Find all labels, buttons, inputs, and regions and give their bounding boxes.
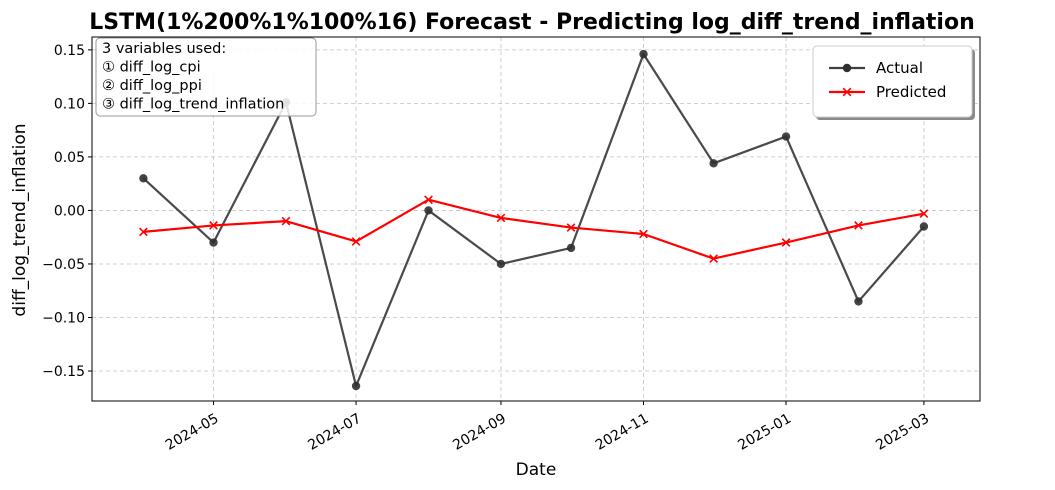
x-tick-label: 2024-07 — [305, 411, 364, 454]
legend-label: Predicted — [876, 83, 946, 101]
data-point-predicted — [281, 216, 291, 226]
data-point-actual — [424, 206, 433, 215]
legend-box — [812, 45, 973, 118]
y-tick-label: 0.15 — [54, 43, 85, 59]
data-point-actual — [496, 259, 506, 269]
series-line-predicted — [143, 198, 925, 260]
data-point-predicted — [209, 221, 218, 230]
data-point-predicted — [424, 195, 433, 205]
data-point-actual — [351, 381, 361, 391]
annotation-line: ② diff_log_ppi — [102, 78, 202, 94]
annotation-line: ① diff_log_cpi — [102, 60, 201, 76]
y-tick-label: −0.10 — [42, 310, 85, 326]
plot-frame — [91, 36, 981, 402]
data-point-actual — [709, 159, 718, 168]
annotation-line: 3 variables used: — [102, 41, 226, 57]
y-tick-label: 0.00 — [54, 203, 85, 219]
data-point-predicted — [639, 229, 648, 239]
annotation-line: ③ diff_log_trend_inflation — [102, 97, 284, 113]
data-point-actual — [854, 297, 863, 306]
data-point-predicted — [854, 221, 863, 230]
data-point-actual — [781, 132, 791, 141]
data-point-actual — [209, 238, 218, 247]
legend-item-predicted: Predicted — [829, 83, 946, 101]
y-tick-label: −0.15 — [42, 364, 85, 380]
chart-title: LSTM(1%200%1%100%16) Forecast - Predicti… — [89, 10, 975, 35]
variables-annotation: 3 variables used: ① diff_log_cpi ② diff_lo… — [95, 37, 317, 117]
data-point-predicted — [709, 254, 718, 263]
data-point-predicted — [566, 223, 576, 232]
legend-marker — [842, 63, 852, 73]
series-line-actual — [142, 53, 925, 388]
legend-item-actual: Actual — [829, 59, 923, 77]
x-tick-label: 2025-03 — [873, 411, 932, 454]
data-point-predicted — [139, 227, 148, 237]
y-tick-label: −0.05 — [42, 257, 85, 273]
legend-label: Actual — [876, 59, 923, 77]
series-predicted — [139, 195, 929, 263]
data-point-predicted — [919, 209, 929, 219]
y-tick-label: 0.05 — [54, 150, 85, 166]
x-tick-label: 2024-09 — [450, 411, 509, 454]
data-point-predicted — [781, 238, 791, 247]
legend: Actual Predicted — [812, 45, 975, 120]
data-point-actual — [639, 49, 648, 59]
y-tick-label: 0.10 — [54, 96, 85, 112]
annotation-box — [95, 37, 317, 117]
x-axis-title: Date — [516, 460, 557, 480]
x-tick-label: 2024-05 — [163, 411, 222, 454]
series-layer — [139, 49, 929, 391]
x-tick-label: 2024-11 — [593, 411, 652, 454]
data-point-actual — [566, 243, 576, 253]
data-point-predicted — [351, 237, 361, 246]
data-point-actual — [919, 222, 929, 231]
x-tick-label: 2025-01 — [735, 411, 794, 454]
data-point-actual — [139, 174, 148, 183]
y-axis-title: diff_log_trend_inflation — [10, 123, 30, 316]
data-point-predicted — [496, 213, 506, 223]
